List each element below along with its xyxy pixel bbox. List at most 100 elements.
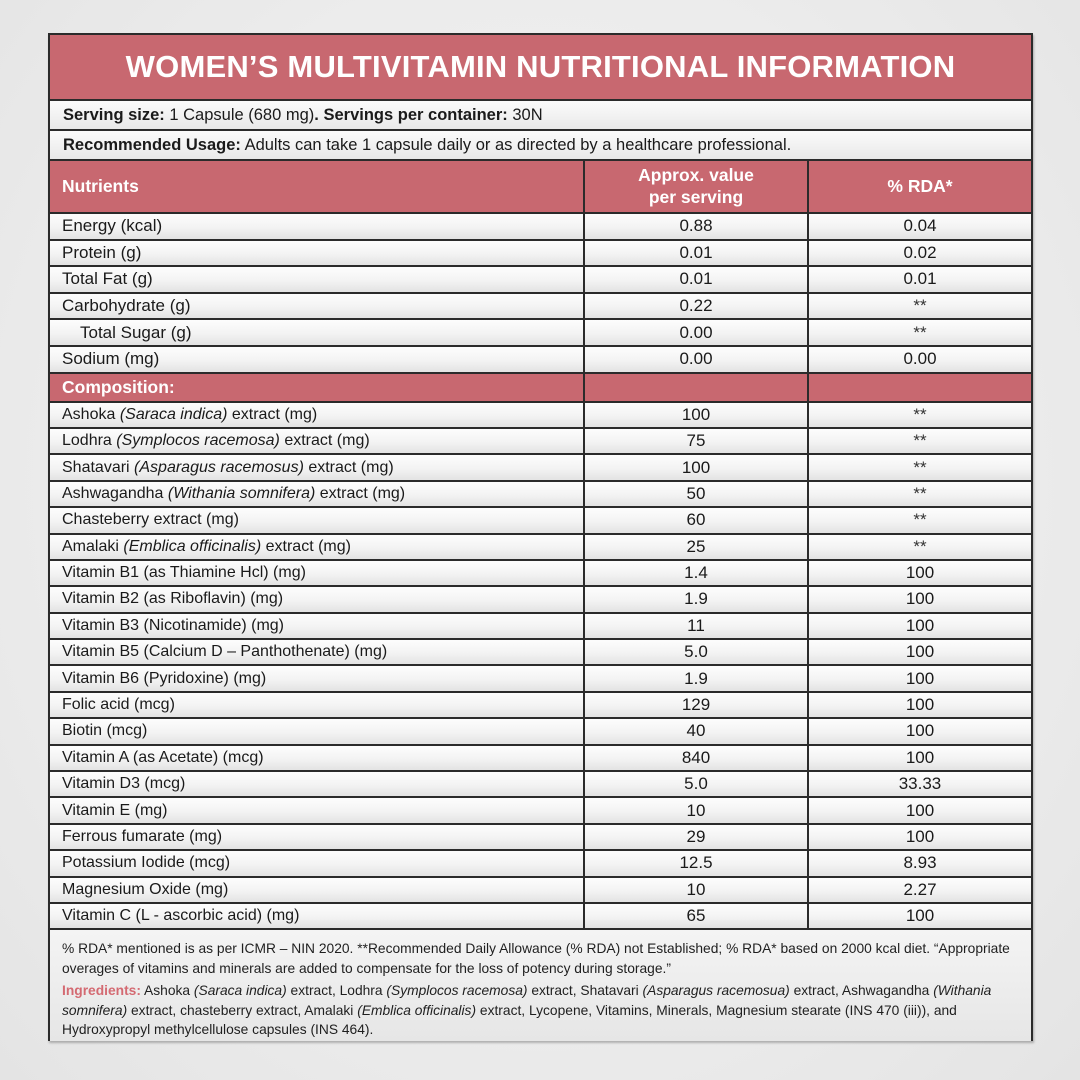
- table-row: Vitamin A (as Acetate) (mcg) 840 100: [50, 745, 1031, 773]
- composition-value: 65: [585, 903, 809, 931]
- composition-name-text: Ashoka: [62, 405, 120, 423]
- table-row: Ashwagandha (Withania somnifera) extract…: [50, 481, 1031, 509]
- serving-size-value: 1 Capsule (680 mg): [164, 105, 315, 124]
- composition-rda: **: [809, 534, 1031, 561]
- composition-rda: 100: [809, 613, 1031, 641]
- composition-name-suffix: extract (mg): [261, 537, 351, 555]
- composition-rda: 100: [809, 719, 1031, 746]
- nutrient-name: Sodium (mg): [50, 346, 585, 374]
- composition-header-empty-1: [585, 373, 809, 403]
- composition-name: Ashwagandha (Withania somnifera) extract…: [50, 481, 585, 509]
- table-row: Vitamin B2 (as Riboflavin) (mg) 1.9 100: [50, 587, 1031, 614]
- composition-name-text: Chasteberry extract (mg): [62, 511, 239, 529]
- composition-rda: 100: [809, 824, 1031, 852]
- table-row: Vitamin D3 (mcg) 5.0 33.33: [50, 772, 1031, 799]
- composition-name: Vitamin B5 (Calcium D – Panthothenate) (…: [50, 640, 585, 667]
- nutrient-value: 0.01: [585, 240, 809, 268]
- composition-name-text: Ferrous fumarate (mg): [62, 828, 223, 845]
- ingredient-text: extract, Shatavari: [527, 983, 643, 999]
- ingredient-latin-name: (Saraca indica): [193, 983, 287, 999]
- usage-text: Adults can take 1 capsule daily or as di…: [240, 135, 792, 154]
- header-rda: % RDA*: [809, 161, 1031, 214]
- composition-value: 100: [585, 455, 809, 482]
- composition-name-text: Shatavari: [62, 458, 135, 476]
- table-row: Vitamin C (L - ascorbic acid) (mg) 65 100: [50, 903, 1031, 931]
- nutrient-rda: **: [809, 320, 1031, 347]
- composition-rda: 100: [809, 692, 1031, 720]
- composition-value: 5.0: [585, 772, 809, 799]
- composition-name-text: Amalaki: [62, 537, 124, 555]
- nutrient-value: 0.88: [585, 214, 809, 241]
- composition-name-text: Vitamin A (as Acetate) (mcg): [62, 748, 264, 766]
- table-row: Shatavari (Asparagus racemosus) extract …: [50, 455, 1031, 482]
- composition-value: 1.9: [585, 666, 809, 693]
- composition-value: 40: [585, 719, 809, 746]
- composition-header: Composition:: [50, 373, 1031, 403]
- composition-rda: 100: [809, 745, 1031, 773]
- composition-rda: **: [809, 481, 1031, 509]
- composition-value: 50: [585, 481, 809, 509]
- composition-value: 12.5: [585, 851, 809, 878]
- composition-name: Lodhra (Symplocos racemosa) extract (mg): [50, 428, 585, 456]
- composition-value: 11: [585, 613, 809, 641]
- nutrient-rda: 0.04: [809, 214, 1031, 241]
- composition-rda: **: [809, 508, 1031, 535]
- ingredient-latin-name: (Symplocos racemosa): [386, 983, 528, 999]
- composition-name-text: Vitamin B6 (Pyridoxine) (mg): [62, 669, 267, 687]
- composition-value: 5.0: [585, 640, 809, 667]
- composition-name-suffix: extract (mg): [303, 458, 394, 476]
- composition-name: Vitamin A (as Acetate) (mcg): [50, 745, 585, 773]
- header-approx-line1: Approx. value: [638, 164, 754, 185]
- ingredient-latin-name: (Withania somnifera): [62, 983, 992, 1018]
- serving-info: Serving size: 1 Capsule (680 mg) . Servi…: [50, 101, 1031, 131]
- composition-rda: **: [809, 402, 1031, 429]
- composition-name: Potassium Iodide (mcg): [50, 851, 585, 878]
- table-row: Folic acid (mcg) 129 100: [50, 692, 1031, 720]
- composition-rda: 100: [809, 798, 1031, 825]
- ingredients-text: Ashoka (Saraca indica) extract, Lodhra (…: [62, 983, 991, 1037]
- composition-value: 1.9: [585, 587, 809, 614]
- composition-name: Vitamin B3 (Nicotinamide) (mg): [50, 613, 585, 641]
- composition-name-text: Lodhra: [62, 432, 117, 450]
- nutrient-name: Total Fat (g): [50, 267, 585, 294]
- composition-name-text: Folic acid (mcg): [62, 696, 175, 714]
- composition-name-suffix: extract (mg): [279, 432, 370, 450]
- header-nutrients: Nutrients: [50, 161, 585, 214]
- composition-rda: 100: [809, 903, 1031, 931]
- composition-name: Magnesium Oxide (mg): [50, 877, 585, 904]
- table-row: Amalaki (Emblica officinalis) extract (m…: [50, 534, 1031, 561]
- nutrient-name: Protein (g): [50, 240, 585, 268]
- table-row: Energy (kcal) 0.88 0.04: [50, 214, 1031, 241]
- composition-name: Vitamin B1 (as Thiamine Hcl) (mg): [50, 560, 585, 588]
- serving-sep: .: [314, 105, 324, 124]
- composition-name: Chasteberry extract (mg): [50, 508, 585, 535]
- nutrient-value: 0.00: [585, 346, 809, 374]
- composition-name-suffix: extract (mg): [227, 405, 318, 423]
- composition-name: Shatavari (Asparagus racemosus) extract …: [50, 455, 585, 482]
- servings-per-container-value: 30N: [507, 105, 543, 124]
- composition-value: 129: [585, 692, 809, 720]
- composition-value: 10: [585, 877, 809, 904]
- composition-name: Vitamin C (L - ascorbic acid) (mg): [50, 903, 585, 931]
- composition-rda: 100: [809, 587, 1031, 614]
- table-row: Chasteberry extract (mg) 60 **: [50, 508, 1031, 535]
- ingredient-latin-name: (Emblica officinalis): [357, 1002, 477, 1018]
- ingredient-text: extract, Lodhra: [286, 983, 387, 999]
- footer-notes: % RDA* mentioned is as per ICMR – NIN 20…: [50, 930, 1031, 1042]
- composition-name-text: Ashwagandha: [62, 484, 168, 502]
- nutrient-name: Carbohydrate (g): [50, 293, 585, 321]
- header-approx-value: Approx. value per serving: [585, 161, 809, 214]
- composition-value: 25: [585, 534, 809, 561]
- composition-name: Vitamin B2 (as Riboflavin) (mg): [50, 587, 585, 614]
- composition-value: 29: [585, 824, 809, 852]
- composition-name: Amalaki (Emblica officinalis) extract (m…: [50, 534, 585, 561]
- composition-label: Composition:: [50, 373, 585, 403]
- composition-value: 100: [585, 402, 809, 429]
- nutrient-value: 0.22: [585, 293, 809, 321]
- header-approx-line2: per serving: [648, 186, 744, 207]
- table-row: Vitamin B1 (as Thiamine Hcl) (mg) 1.4 100: [50, 560, 1031, 588]
- ingredient-text: extract, Lycopene, Vitamins, Minerals, M…: [62, 1002, 957, 1038]
- composition-latin-name: (Asparagus racemosus): [134, 458, 304, 476]
- composition-name-suffix: extract (mg): [315, 484, 406, 502]
- nutrient-rda: 0.01: [809, 267, 1031, 294]
